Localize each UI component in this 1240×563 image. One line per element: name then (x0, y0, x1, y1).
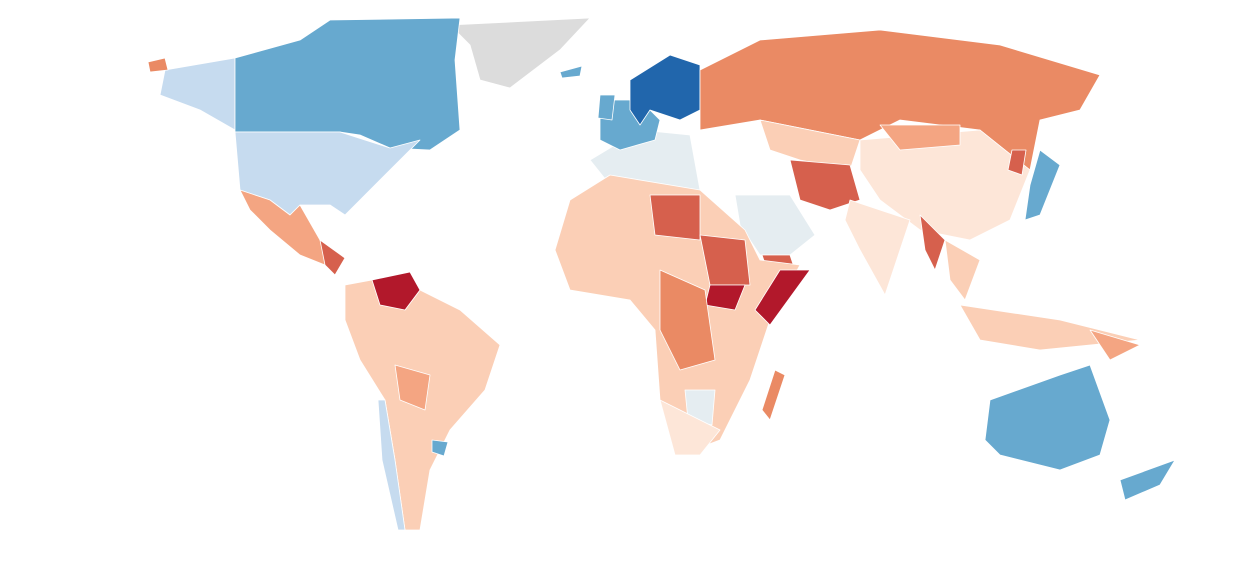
region (629, 54, 701, 126)
region (319, 239, 346, 276)
region (1024, 149, 1061, 221)
region (234, 17, 461, 151)
region (159, 57, 236, 131)
region (919, 214, 946, 271)
region (147, 57, 169, 73)
region (394, 364, 431, 411)
region (984, 364, 1111, 471)
region (944, 239, 981, 301)
region (1007, 149, 1027, 176)
region (699, 234, 751, 286)
region (559, 65, 583, 79)
region (649, 194, 701, 241)
region (449, 17, 591, 89)
region (859, 129, 1031, 241)
region (959, 304, 1141, 351)
region (597, 94, 616, 121)
region (844, 199, 911, 296)
region (879, 124, 961, 151)
region (1119, 459, 1176, 501)
region (371, 271, 421, 311)
region (754, 269, 811, 326)
region (377, 399, 406, 531)
region (431, 439, 449, 457)
region (659, 269, 716, 371)
region (761, 369, 786, 421)
region (704, 284, 746, 311)
region (1089, 329, 1141, 361)
region (659, 399, 721, 456)
region (789, 159, 861, 211)
